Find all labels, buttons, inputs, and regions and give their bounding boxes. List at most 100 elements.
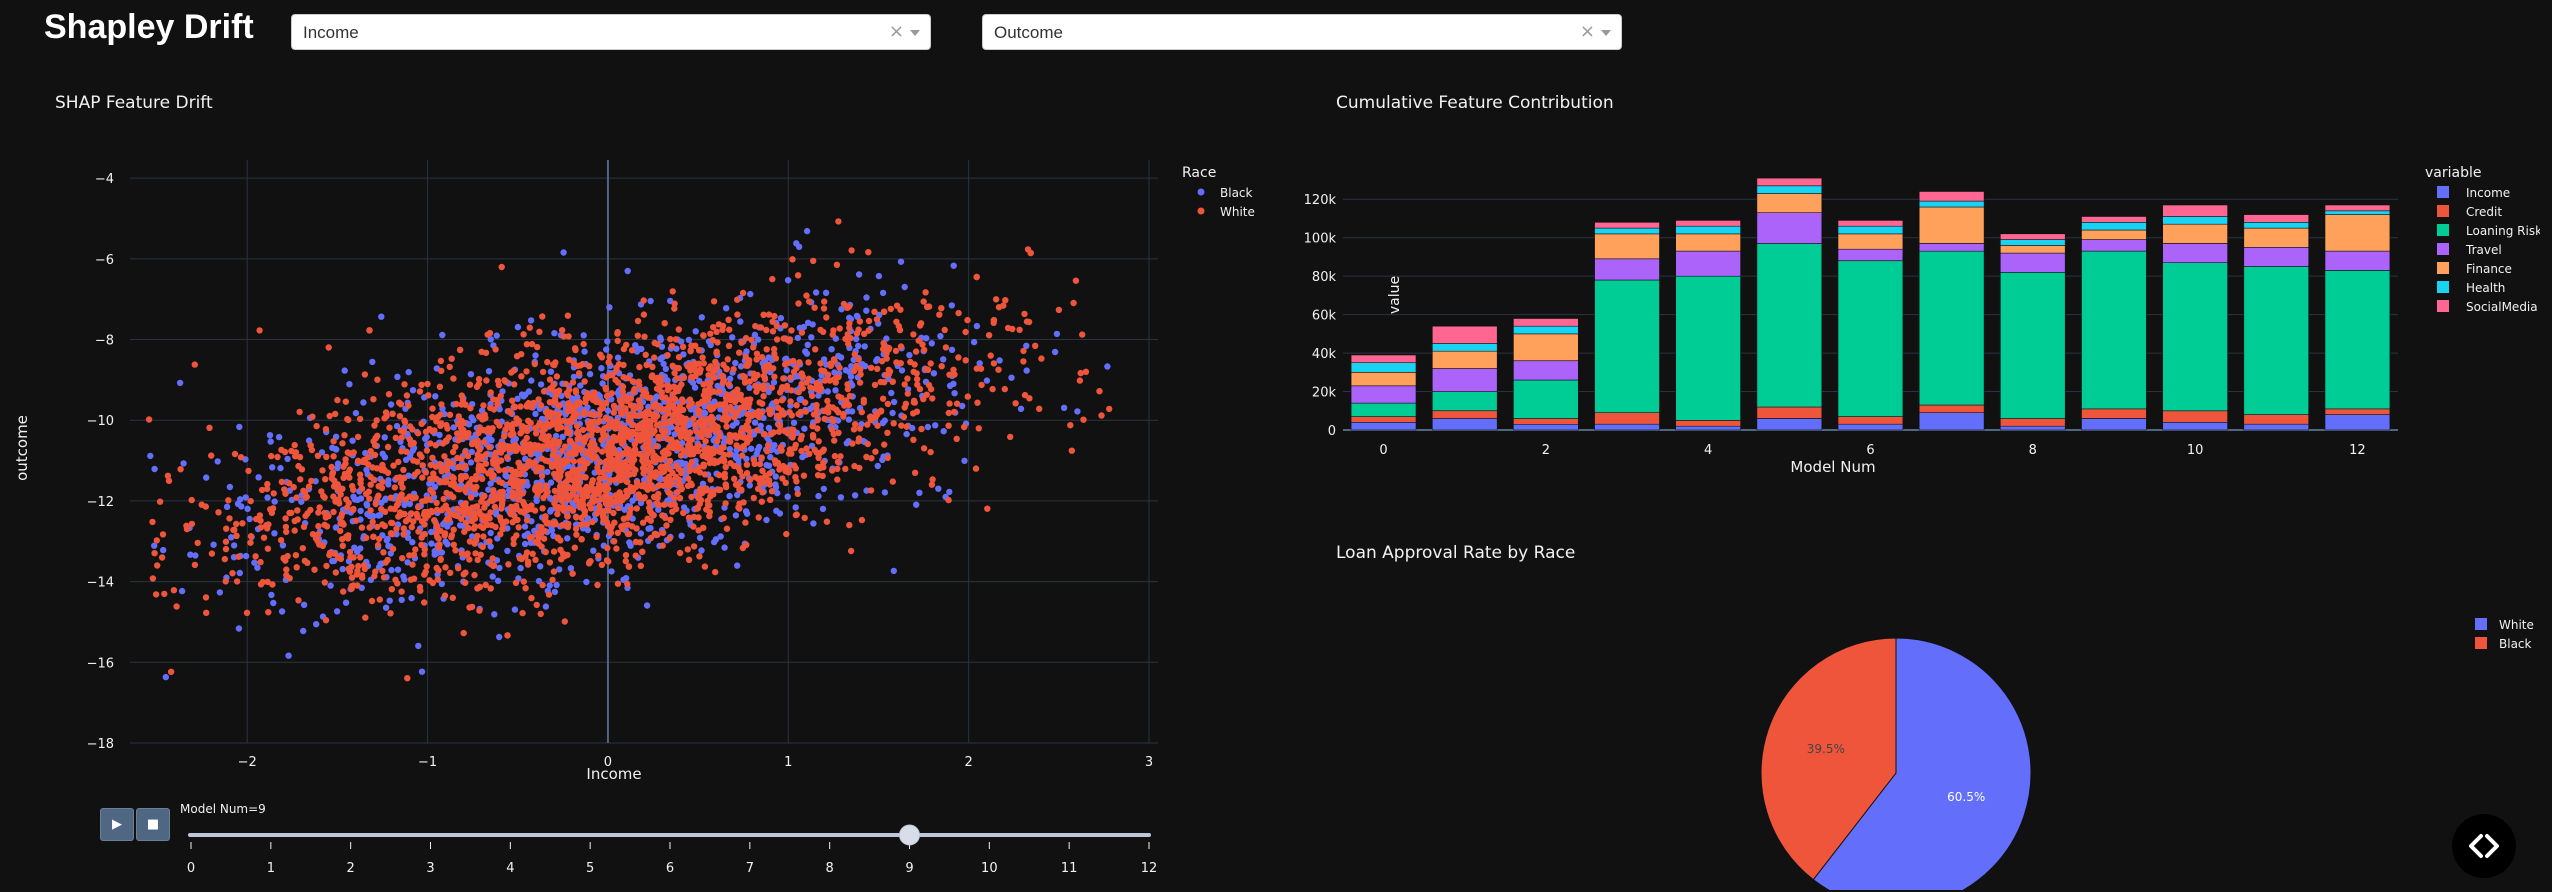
slider-tick-label[interactable]: 6 (666, 861, 674, 876)
bar-segment-health[interactable] (1675, 225, 1741, 235)
bar-segment-health[interactable] (1918, 200, 1985, 208)
bar-segment-credit[interactable] (2324, 408, 2391, 415)
bar-segment-income[interactable] (1756, 418, 1823, 431)
bar-segment-travel[interactable] (1350, 385, 1417, 404)
bar-segment-travel[interactable] (1999, 252, 2066, 273)
clear-icon[interactable]: × (1579, 21, 1595, 42)
bar-segment-socialmedia[interactable] (1350, 354, 1417, 363)
bar-segment-socialmedia[interactable] (1918, 191, 1985, 202)
bar-segment-loaning-risk[interactable] (2162, 262, 2228, 412)
bar-segment-income[interactable] (1432, 418, 1498, 431)
bar-segment-travel[interactable] (1837, 248, 1904, 261)
bar-segment-health[interactable] (1756, 185, 1823, 194)
stop-button[interactable]: ■ (136, 808, 170, 841)
bar-segment-loaning-risk[interactable] (1513, 379, 1579, 419)
bar-segment-loaning-risk[interactable] (1918, 250, 1985, 406)
bar-segment-socialmedia[interactable] (1999, 233, 2066, 240)
bar-segment-loaning-risk[interactable] (1350, 402, 1417, 417)
bar-segment-loaning-risk[interactable] (1756, 243, 1823, 408)
chevron-down-icon[interactable] (1601, 30, 1611, 36)
slider-tick-label[interactable]: 2 (347, 861, 355, 876)
slider-tick-label[interactable]: 9 (905, 861, 913, 876)
bar-segment-health[interactable] (1999, 239, 2066, 246)
slider-tick-label[interactable]: 8 (826, 861, 834, 876)
bar-segment-socialmedia[interactable] (1837, 220, 1904, 227)
bar-legend-item-loaning-risk[interactable]: Loaning Risk (2437, 224, 2540, 238)
pie-legend-item-black[interactable]: Black (2475, 637, 2532, 651)
bar-segment-socialmedia[interactable] (2162, 204, 2228, 217)
bar-segment-credit[interactable] (1432, 410, 1498, 419)
slider-handle[interactable] (899, 824, 920, 846)
bar-segment-finance[interactable] (2243, 227, 2309, 248)
bar-segment-credit[interactable] (2243, 414, 2309, 425)
pie-legend-item-white[interactable]: White (2475, 618, 2534, 632)
bar-segment-finance[interactable] (2324, 214, 2391, 252)
bar-segment-travel[interactable] (2243, 247, 2309, 267)
code-toggle-button[interactable] (2452, 814, 2516, 878)
bar-segment-socialmedia[interactable] (2081, 216, 2147, 223)
bar-segment-travel[interactable] (1756, 212, 1823, 244)
bar-segment-socialmedia[interactable] (1432, 325, 1498, 344)
y-feature-dropdown[interactable]: Outcome × (982, 14, 1622, 50)
bar-segment-finance[interactable] (1918, 206, 1985, 244)
legend-item-white[interactable]: White (1197, 205, 1255, 219)
bar-segment-socialmedia[interactable] (1513, 318, 1579, 327)
bar-segment-finance[interactable] (1837, 233, 1904, 250)
clear-icon[interactable]: × (888, 21, 904, 42)
bar-segment-health[interactable] (2243, 222, 2309, 229)
bar-segment-finance[interactable] (1675, 233, 1741, 252)
bar-legend-item-income[interactable]: Income (2437, 186, 2510, 200)
bar-segment-income[interactable] (1594, 423, 1660, 431)
bar-segment-loaning-risk[interactable] (1594, 279, 1660, 413)
bar-legend-item-finance[interactable]: Finance (2437, 262, 2512, 276)
bar-segment-loaning-risk[interactable] (2081, 250, 2147, 410)
bar-segment-health[interactable] (2324, 210, 2391, 215)
bar-segment-health[interactable] (1513, 325, 1579, 335)
bar-segment-income[interactable] (1675, 425, 1741, 431)
bar-segment-income[interactable] (1837, 423, 1904, 431)
slider-tick-label[interactable]: 12 (1141, 861, 1158, 876)
bar-segment-socialmedia[interactable] (2324, 204, 2391, 212)
bar-segment-loaning-risk[interactable] (1432, 391, 1498, 412)
bar-segment-finance[interactable] (1513, 333, 1579, 362)
bar-segment-health[interactable] (1594, 227, 1660, 235)
bar-segment-health[interactable] (2162, 216, 2228, 225)
bar-segment-credit[interactable] (2081, 408, 2147, 419)
bar-segment-income[interactable] (2243, 423, 2309, 431)
bar-segment-loaning-risk[interactable] (1837, 260, 1904, 417)
bar-segment-income[interactable] (1918, 412, 1985, 431)
bar-segment-health[interactable] (1432, 343, 1498, 352)
bar-segment-credit[interactable] (1756, 406, 1823, 419)
bar-segment-travel[interactable] (2162, 243, 2228, 264)
slider-track[interactable] (188, 833, 1151, 837)
bar-segment-loaning-risk[interactable] (2324, 270, 2391, 410)
bar-segment-credit[interactable] (1999, 418, 2066, 427)
bar-segment-travel[interactable] (1918, 243, 1985, 252)
bar-segment-health[interactable] (2081, 222, 2147, 231)
bar-segment-travel[interactable] (2081, 239, 2147, 252)
bar-segment-travel[interactable] (2324, 250, 2391, 271)
bar-segment-socialmedia[interactable] (1756, 177, 1823, 187)
bar-segment-income[interactable] (1513, 423, 1579, 431)
pie-slice-black[interactable] (1760, 637, 1897, 881)
bar-segment-credit[interactable] (1513, 418, 1579, 425)
bar-segment-finance[interactable] (2162, 223, 2228, 244)
bar-segment-health[interactable] (1350, 362, 1417, 373)
bar-segment-travel[interactable] (1432, 368, 1498, 392)
bar-segment-loaning-risk[interactable] (1999, 272, 2066, 419)
bar-segment-finance[interactable] (1594, 233, 1660, 260)
bar-segment-socialmedia[interactable] (1594, 222, 1660, 229)
bar-segment-travel[interactable] (1675, 250, 1741, 277)
bar-segment-credit[interactable] (1918, 404, 1985, 413)
bar-segment-income[interactable] (2081, 418, 2147, 431)
bar-legend-item-travel[interactable]: Travel (2437, 243, 2502, 257)
slider-tick-label[interactable]: 0 (187, 861, 195, 876)
chevron-down-icon[interactable] (910, 30, 920, 36)
bar-segment-finance[interactable] (2081, 229, 2147, 240)
play-button[interactable]: ▶ (100, 808, 134, 841)
bar-segment-income[interactable] (2162, 421, 2228, 431)
bar-legend-item-health[interactable]: Health (2437, 281, 2505, 295)
scatter-plot[interactable]: −4−6−8−10−12−14−16−18−2 −1 0 1 2 3 Income out… (0, 90, 1300, 890)
